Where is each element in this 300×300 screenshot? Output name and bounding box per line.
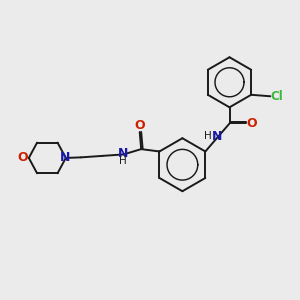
Text: O: O (247, 117, 257, 130)
Text: Cl: Cl (270, 90, 283, 103)
Text: N: N (118, 147, 128, 160)
Text: O: O (134, 119, 145, 132)
Text: H: H (204, 131, 212, 141)
Text: N: N (60, 152, 71, 164)
Text: H: H (119, 157, 127, 166)
Text: N: N (212, 130, 222, 142)
Text: O: O (17, 152, 28, 164)
